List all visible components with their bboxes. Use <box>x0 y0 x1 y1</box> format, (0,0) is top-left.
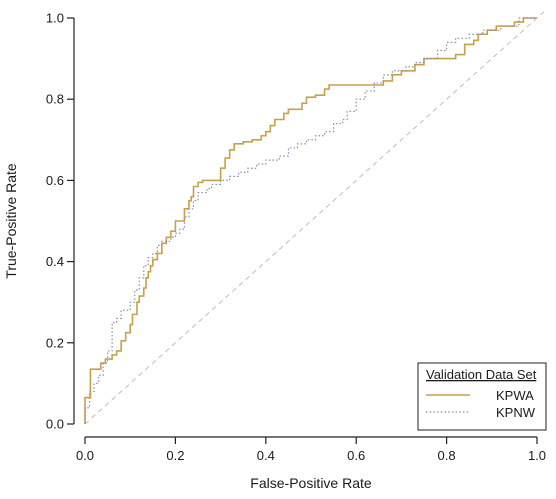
x-tick-group: 0.0 0.2 0.4 0.6 0.8 1.0 <box>76 437 546 463</box>
legend-box <box>417 362 547 431</box>
legend: Validation Data Set KPWA KPNW <box>417 362 547 431</box>
y-tick-label: 0.6 <box>46 173 64 188</box>
y-tick-label: 0.0 <box>46 417 64 432</box>
y-tick-label: 1.0 <box>46 11 64 26</box>
y-tick-label: 0.4 <box>46 254 64 269</box>
legend-entries: KPWA KPNW <box>426 388 536 420</box>
y-axis-label: True-Positive Rate <box>3 163 19 279</box>
x-tick-label: 0.8 <box>438 448 456 463</box>
x-tick-label: 0.6 <box>347 448 365 463</box>
y-tick-label: 0.2 <box>46 335 64 350</box>
legend-title: Validation Data Set <box>426 367 537 382</box>
axes: 0.0 0.2 0.4 0.6 0.8 1.0 0.0 0.2 0.4 0.6 0.8 1.0 <box>46 11 546 464</box>
series-layer <box>84 17 537 424</box>
x-tick-label: 0.4 <box>257 448 275 463</box>
series-line-kpnw <box>84 17 537 424</box>
x-tick-label: 0.0 <box>76 448 94 463</box>
y-tick-group: 0.0 0.2 0.4 0.6 0.8 1.0 <box>46 11 74 432</box>
x-tick-label: 1.0 <box>528 448 546 463</box>
legend-label-kpnw: KPNW <box>496 405 536 420</box>
legend-label-kpwa: KPWA <box>496 388 534 403</box>
series-line-kpwa <box>84 17 537 424</box>
x-axis-label: False-Positive Rate <box>250 475 372 491</box>
x-tick-label: 0.2 <box>166 448 184 463</box>
y-tick-label: 0.8 <box>46 92 64 107</box>
diagonal-reference-line <box>84 8 548 425</box>
